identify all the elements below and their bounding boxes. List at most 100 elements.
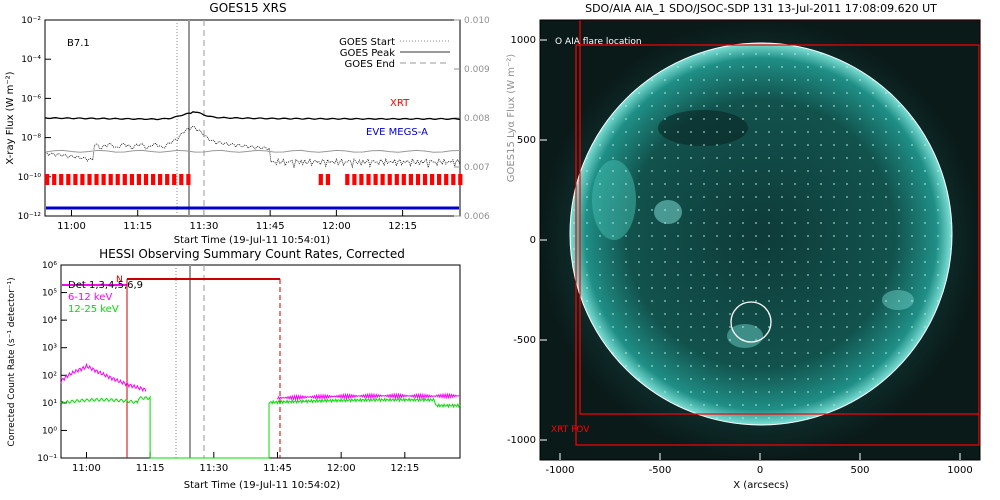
xrt-coverage-segment — [101, 174, 106, 185]
goes-lya-curve — [44, 149, 461, 153]
goes-xtick-label: 11:00 — [57, 221, 86, 232]
hessi-xtick-label: 12:00 — [327, 463, 356, 474]
aia-ytick-label: 0 — [530, 235, 536, 246]
xrt-coverage-segment — [380, 174, 385, 185]
goes-y2tick-label: 0.008 — [464, 114, 490, 124]
aia-xlabel: X (arcsecs) — [733, 480, 789, 491]
hessi-ytick-label: 10³ — [42, 344, 57, 354]
hessi-ytick-label: 10⁵ — [42, 289, 57, 299]
xrt-coverage-segment — [352, 174, 357, 185]
aia-xtick-label: 1000 — [947, 465, 972, 476]
aia-xtick-label: -500 — [649, 465, 672, 476]
goes-y-ticks: 10⁻² 10⁻⁴ 10⁻⁶ 10⁻⁸ 10⁻¹⁰ 10⁻¹² — [18, 16, 51, 222]
solar-limb — [569, 42, 953, 426]
hessi-xtick-label: 11:45 — [263, 463, 292, 474]
xrt-coverage-segment — [158, 174, 163, 185]
goes-ylabel: X-ray Flux (W m⁻²) — [5, 71, 16, 164]
hessi-ytick-label: 10¹ — [42, 399, 57, 409]
goes-xtick-label: 11:30 — [190, 221, 219, 232]
aia-ytick-label: 500 — [517, 135, 536, 146]
hessi-y-ticks: 10⁶ 10⁵ 10⁴ 10³ 10² 10¹ 10⁰ 10⁻¹ — [37, 261, 67, 464]
xrt-coverage-segment — [458, 174, 463, 185]
aia-y-ticks: 1000 500 0 -500 -1000 — [507, 35, 547, 446]
xrt-coverage-segment — [108, 174, 113, 185]
xrt-coverage-segment — [94, 174, 99, 185]
goes-ytick-label: 10⁻¹⁰ — [18, 173, 42, 183]
legend-goes-end: GOES End — [345, 59, 395, 70]
goes-y2tick-label: 0.007 — [464, 163, 490, 173]
hessi-title: HESSI Observing Summary Count Rates, Cor… — [99, 247, 405, 261]
legend-goes-start: GOES Start — [339, 37, 395, 48]
goes-panel: GOES15 XRS 10⁻² 10⁻⁴ 10⁻⁶ 10⁻⁸ 10⁻¹⁰ 10⁻¹² 0.… — [5, 1, 517, 246]
aia-x-ticks: -1000 -500 0 500 1000 — [545, 453, 973, 476]
xrt-coverage-segment — [359, 174, 364, 185]
goes-class-label: B7.1 — [67, 38, 90, 49]
goes-x-ticks: 11:00 11:15 11:30 11:45 12:00 12:15 — [57, 210, 417, 232]
hessi-xtick-label: 12:15 — [390, 463, 419, 474]
hessi-ytick-label: 10⁴ — [42, 316, 57, 326]
xrt-coverage-segment — [136, 174, 141, 185]
aia-flare-label: O AIA flare location — [555, 37, 642, 47]
goes-xlabel: Start Time (19-Jul-11 10:54:01) — [174, 235, 331, 246]
xrt-coverage-segment — [80, 174, 85, 185]
hessi-ytick-label: 10⁶ — [42, 261, 57, 271]
goes-ylabel-right: GOES15 Lyα Flux (W m⁻²) — [506, 54, 517, 182]
xrt-coverage-segment — [325, 174, 330, 185]
hessi-plot-frame — [60, 264, 461, 459]
xrt-coverage-segment — [430, 174, 435, 185]
goes-xtick-label: 12:15 — [388, 221, 417, 232]
goes-xtick-label: 12:00 — [322, 221, 351, 232]
hessi-xtick-label: 11:00 — [72, 463, 101, 474]
hessi-band1-label: 6-12 keV — [68, 292, 112, 303]
xrt-coverage-segment — [172, 174, 177, 185]
xrt-coverage-segment — [394, 174, 399, 185]
hessi-det-label: Det 1,3,4,5,6,9 — [68, 280, 143, 291]
goes-y2tick-label: 0.010 — [464, 16, 490, 26]
xrt-coverage-segment — [143, 174, 149, 185]
goes-y2tick-label: 0.006 — [464, 212, 490, 222]
aia-panel: SDO/AIA AIA_1 SDO/JSOC-SDP 131 13-Jul-20… — [507, 2, 981, 491]
legend-goes-peak: GOES Peak — [340, 48, 395, 59]
xrt-coverage-segment — [122, 174, 127, 185]
flare-location-marker — [730, 301, 772, 343]
aia-ytick-label: 1000 — [511, 35, 536, 46]
goes-legend: GOES Start GOES Peak GOES End — [339, 37, 450, 70]
xrt-coverage-segment — [437, 174, 442, 185]
goes-ytick-label: 10⁻² — [21, 16, 41, 26]
goes-long-curve — [44, 111, 461, 121]
xrt-coverage-segment — [444, 174, 449, 185]
xrt-fov-label: XRT FOV — [551, 425, 590, 435]
xrt-coverage-segment — [345, 174, 350, 185]
xrt-coverage-segment — [45, 174, 50, 185]
xrt-coverage-segment — [165, 174, 170, 185]
xrt-coverage-segment — [451, 174, 456, 185]
hessi-6-12kev-curve-late — [277, 392, 461, 402]
xrt-coverage-segment — [52, 174, 57, 185]
xrt-coverage-segment — [415, 174, 421, 185]
hessi-ylabel: Corrected Count Rate (s⁻¹ detector⁻¹) — [7, 277, 17, 446]
aia-xtick-label: 500 — [850, 465, 869, 476]
xrt-coverage-segment — [401, 174, 406, 185]
xrt-coverage-segment — [186, 174, 191, 185]
goes-xtick-label: 11:15 — [123, 221, 152, 232]
xrt-coverage-segment — [66, 174, 71, 185]
xrt-coverage-segment — [129, 174, 134, 185]
hessi-ytick-label: 10⁰ — [42, 426, 57, 436]
goes-short-curve — [44, 125, 461, 169]
aia-title: SDO/AIA AIA_1 SDO/JSOC-SDP 131 13-Jul-20… — [585, 2, 937, 15]
hessi-xtick-label: 11:15 — [136, 463, 165, 474]
goes-ytick-label: 10⁻¹² — [18, 212, 42, 222]
goes-ytick-label: 10⁻⁶ — [21, 94, 41, 104]
xrt-coverage-segment — [366, 174, 371, 185]
xrt-coverage-segment — [87, 174, 92, 185]
hessi-6-12kev-curve — [60, 362, 147, 393]
xrt-coverage-segment — [73, 174, 78, 185]
xrt-coverage-segment — [318, 174, 323, 185]
hessi-ytick-label: 10⁻¹ — [37, 454, 57, 464]
heliographic-grid — [570, 43, 952, 425]
goes-ytick-label: 10⁻⁴ — [21, 55, 41, 65]
aia-ytick-label: -1000 — [507, 435, 536, 446]
xrt-coverage-segment — [387, 174, 392, 185]
goes-title: GOES15 XRS — [209, 1, 286, 15]
